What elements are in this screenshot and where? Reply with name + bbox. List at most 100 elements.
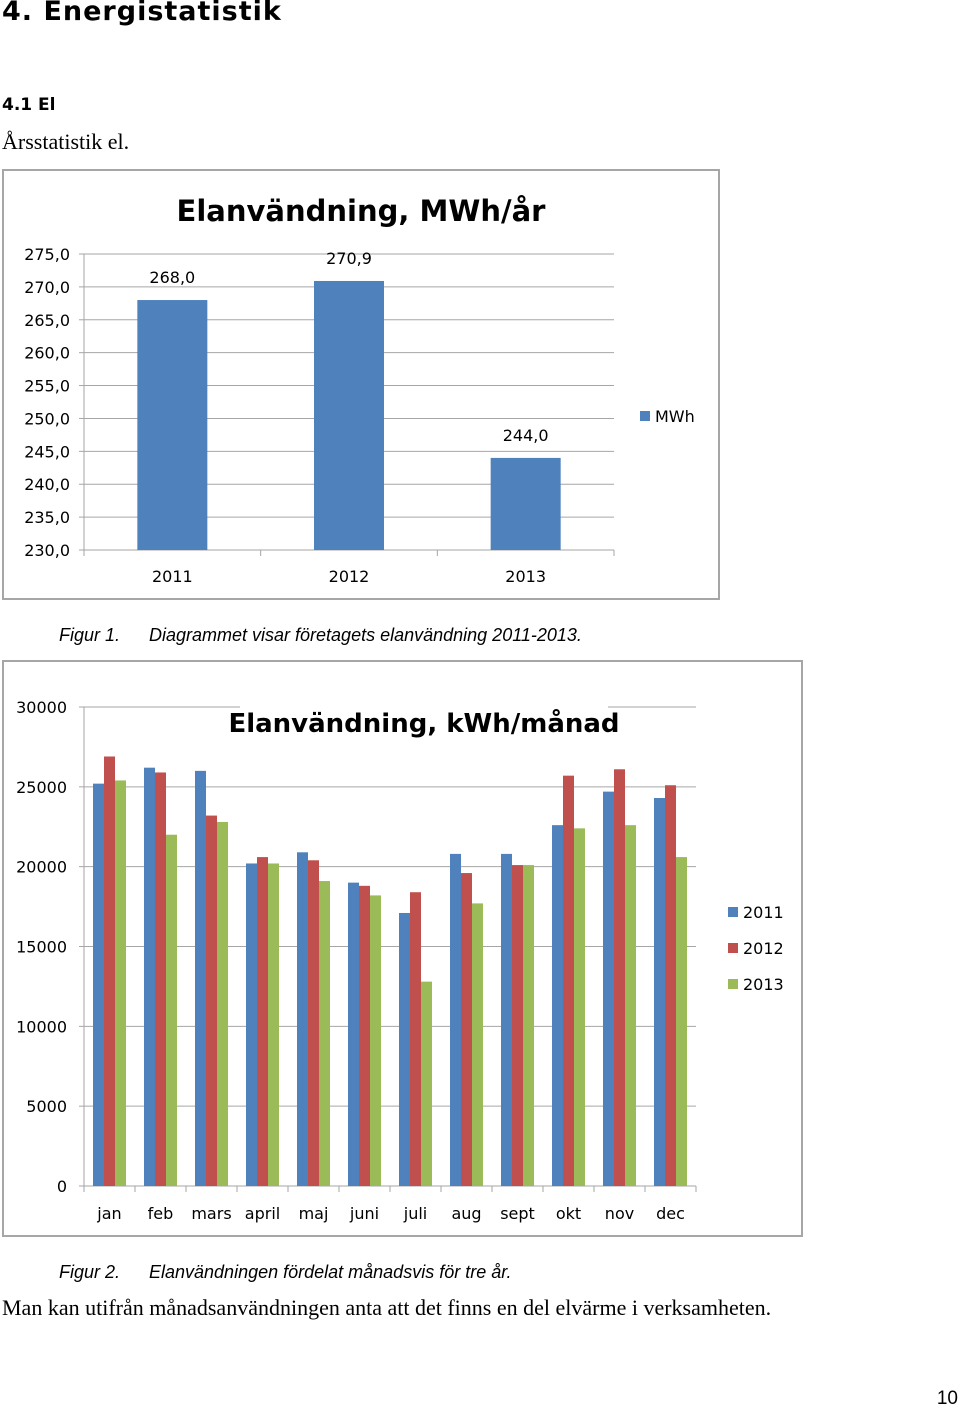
chart2-bar-juni-2012 (359, 885, 370, 1186)
intro-text: Årsstatistik el. (2, 129, 130, 154)
chart2-bar-okt-2013 (574, 828, 585, 1186)
chart2-bar-maj-2012 (308, 860, 319, 1186)
chart1-ytick-label: 250,0 (24, 409, 70, 428)
chart2-bar-okt-2012 (563, 775, 574, 1186)
figure1-caption: Figur 1. Diagrammet visar företagets ela… (59, 625, 582, 646)
chart2-xtick-label-nov: nov (605, 1204, 634, 1223)
chart2-bar-aug-2012 (461, 873, 472, 1186)
chart2-ytick-label: 15000 (16, 938, 67, 957)
chart2-legend-swatch-2013 (728, 979, 738, 989)
chart2-bar-jan-2013 (115, 780, 126, 1186)
chart2-xtick-label-april: april (245, 1204, 280, 1223)
chart1-legend-swatch (640, 411, 650, 421)
chart2-bar-juni-2013 (370, 895, 381, 1186)
chart2-title-backdrop (240, 704, 608, 740)
chart2-legend-swatch-2011 (728, 907, 738, 917)
chart-monthly-usage-plot: 0 5000 10000 15000 20000 25000 30000 Elanvändni… (16, 698, 784, 1223)
chart2-ytick-label: 30000 (16, 698, 67, 717)
section-heading: 4.1 El (2, 95, 56, 115)
chart2-xtick-label-juni: juni (349, 1204, 379, 1223)
chart2-legend-label-2011: 2011 (743, 903, 784, 922)
chart2-legend-label-2013: 2013 (743, 975, 784, 994)
chart1-data-label-2012: 270,9 (326, 249, 372, 268)
figure1-caption-text: Diagrammet visar företagets elanvändning… (149, 625, 582, 645)
chart2-xtick-label-jan: jan (96, 1204, 121, 1223)
chart2-bar-sept-2013 (523, 865, 534, 1186)
chart1-data-label-2013: 244,0 (503, 426, 549, 445)
chart2-bar-nov-2011 (603, 791, 614, 1186)
chart1-title: Elanvändning, MWh/år (177, 194, 547, 228)
figure2-caption-text: Elanvändningen fördelat månadsvis för tr… (149, 1262, 512, 1282)
chart2-bar-maj-2013 (319, 881, 330, 1186)
chart2-bar-dec-2012 (665, 785, 676, 1186)
chart1-ytick-label: 230,0 (24, 541, 70, 560)
chart-annual-usage-plot: Elanvändning, MWh/år 230,0 235,0 240,0 245,0… (24, 194, 695, 586)
chart2-bar-dec-2011 (654, 798, 665, 1186)
chart2-legend-label-2012: 2012 (743, 939, 784, 958)
chart2-xtick-label-maj: maj (299, 1204, 329, 1223)
chart2-ytick-label: 10000 (16, 1017, 67, 1036)
chart2-bar-nov-2013 (625, 825, 636, 1186)
chart2-bar-jan-2012 (104, 756, 115, 1186)
chart-monthly-usage: 0 5000 10000 15000 20000 25000 30000 Elanvändni… (2, 660, 803, 1237)
chart2-bar-mars-2011 (195, 770, 206, 1186)
chart2-bar-juli-2011 (399, 912, 410, 1186)
page-number: 10 (936, 1388, 958, 1409)
chart2-ytick-label: 20000 (16, 858, 67, 877)
chart1-bar-2012 (314, 280, 384, 550)
figure2-caption: Figur 2. Elanvändningen fördelat månadsv… (59, 1262, 512, 1283)
chart2-xtick-label-dec: dec (656, 1204, 685, 1223)
chart2-bar-okt-2011 (552, 825, 563, 1186)
chart2-ytick-label: 0 (57, 1177, 67, 1196)
chart2-xtick-label-aug: aug (451, 1204, 481, 1223)
chart2-bar-feb-2011 (144, 767, 155, 1186)
chart2-bar-aug-2013 (472, 903, 483, 1186)
conclusion-text: Man kan utifrån månadsanvändningen anta … (2, 1295, 772, 1320)
chart2-bar-sept-2011 (501, 853, 512, 1186)
figure1-label: Figur 1. (59, 625, 121, 645)
chart1-ytick-label: 270,0 (24, 278, 70, 297)
chart2-ytick-label: 25000 (16, 778, 67, 797)
chart2-bar-juli-2013 (421, 981, 432, 1186)
chart2-ytick-label: 5000 (26, 1097, 67, 1116)
chart2-bar-nov-2012 (614, 769, 625, 1186)
chart1-bar-2013 (490, 457, 561, 550)
chart1-data-label-2011: 268,0 (149, 268, 195, 287)
chart2-xtick-label-okt: okt (556, 1204, 581, 1223)
chart2-xtick-label-feb: feb (148, 1204, 174, 1223)
chart2-bar-april-2011 (246, 863, 257, 1186)
chart2-bar-mars-2012 (206, 815, 217, 1186)
chart1-ytick-label: 275,0 (24, 245, 70, 264)
page-heading: 4. Energistatistik (2, 0, 282, 27)
chart1-xtick-label-2013: 2013 (505, 567, 546, 586)
chart2-xtick-label-juli: juli (403, 1204, 427, 1223)
chart1-bar-2011 (137, 300, 208, 550)
chart-annual-usage: Elanvändning, MWh/år 230,0 235,0 240,0 245,0… (2, 169, 720, 600)
chart2-legend-swatch-2012 (728, 943, 738, 953)
chart2-bar-feb-2013 (166, 834, 177, 1186)
chart2-bar-jan-2011 (93, 783, 104, 1186)
chart2-bar-april-2012 (257, 857, 268, 1186)
chart1-ytick-label: 260,0 (24, 344, 70, 363)
chart2-bar-juni-2011 (348, 882, 359, 1186)
figure2-label: Figur 2. (59, 1262, 121, 1282)
chart2-bar-april-2013 (268, 863, 279, 1186)
chart1-legend-label: MWh (655, 407, 695, 426)
chart2-bar-juli-2012 (410, 892, 421, 1186)
chart2-bar-aug-2011 (450, 853, 461, 1186)
chart2-bar-dec-2013 (676, 857, 687, 1186)
chart2-bar-sept-2012 (512, 865, 523, 1186)
chart1-ytick-label: 265,0 (24, 311, 70, 330)
chart2-bar-maj-2011 (297, 852, 308, 1186)
chart2-xtick-label-sept: sept (500, 1204, 535, 1223)
chart2-bar-feb-2012 (155, 772, 166, 1186)
chart1-ytick-label: 245,0 (24, 442, 70, 461)
chart1-ytick-label: 255,0 (24, 377, 70, 396)
chart1-xtick-label-2011: 2011 (152, 567, 193, 586)
chart2-xtick-label-mars: mars (191, 1204, 231, 1223)
chart2-bar-mars-2013 (217, 821, 228, 1186)
chart1-xtick-label-2012: 2012 (329, 567, 370, 586)
chart1-ytick-label: 240,0 (24, 475, 70, 494)
chart1-ytick-label: 235,0 (24, 508, 70, 527)
chart2-title: Elanvändning, kWh/månad (228, 707, 619, 739)
